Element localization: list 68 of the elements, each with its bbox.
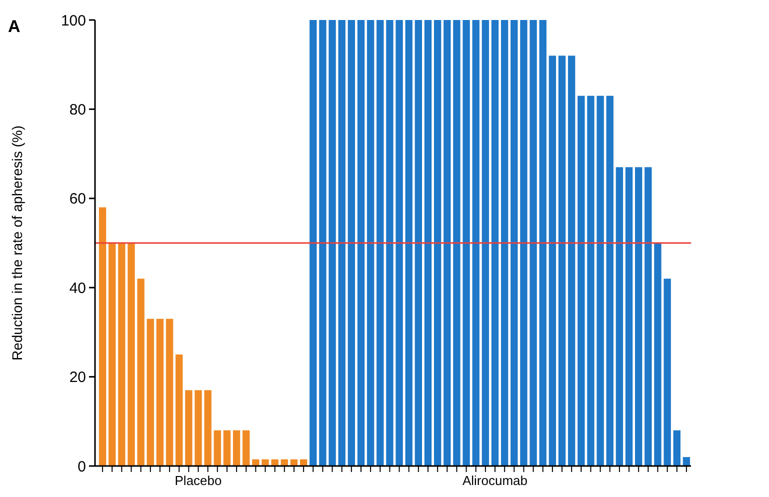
bar	[472, 20, 480, 466]
bar	[664, 278, 671, 466]
bar	[146, 318, 154, 466]
bar	[606, 96, 614, 466]
y-tick-label: 60	[69, 190, 86, 208]
bar	[348, 20, 356, 466]
bar	[214, 430, 222, 466]
bar	[137, 278, 144, 466]
bar	[328, 20, 336, 466]
bar	[414, 20, 422, 466]
y-tick-label: 40	[69, 280, 86, 297]
bar	[682, 457, 690, 466]
y-tick-label: 0	[78, 458, 86, 476]
bar	[444, 20, 451, 466]
bar	[673, 430, 680, 466]
bar	[128, 243, 135, 466]
bar	[424, 20, 432, 466]
bar	[568, 56, 576, 466]
bar	[232, 430, 240, 466]
bar	[482, 20, 490, 466]
bar	[204, 390, 212, 466]
bar	[578, 96, 585, 466]
x-tick-label: Placebo	[174, 473, 222, 488]
bar	[539, 20, 546, 466]
bar	[644, 167, 652, 466]
bar	[376, 20, 384, 466]
bar	[156, 318, 164, 466]
bar	[310, 20, 317, 466]
bar	[357, 20, 365, 466]
bar	[520, 20, 528, 466]
bar	[118, 243, 126, 466]
bar	[176, 354, 183, 466]
y-axis-title: Reduction in the rate of apheresis (%)	[9, 125, 25, 361]
bar	[635, 167, 642, 466]
bar	[98, 207, 106, 466]
bar	[587, 96, 594, 466]
bar	[596, 96, 604, 466]
bar	[194, 390, 202, 466]
bar	[453, 20, 460, 466]
bar	[491, 20, 499, 466]
bar	[654, 243, 662, 466]
bar	[338, 20, 346, 466]
bar	[386, 20, 394, 466]
bar	[108, 243, 116, 466]
bar	[405, 20, 412, 466]
bar	[242, 430, 250, 466]
bar	[252, 459, 260, 466]
chart-title: A	[8, 17, 20, 36]
bar	[462, 20, 470, 466]
bar	[185, 390, 192, 466]
y-tick-label: 100	[60, 12, 86, 30]
bar	[625, 167, 633, 466]
bar	[396, 20, 403, 466]
bar	[434, 20, 442, 466]
bar	[616, 167, 624, 466]
bar	[262, 459, 269, 466]
bar	[558, 56, 566, 466]
bar	[366, 20, 374, 466]
bar	[530, 20, 537, 466]
x-tick-label: Alirocumab	[462, 473, 528, 488]
bar	[319, 20, 326, 466]
bar	[510, 20, 518, 466]
y-tick-label: 80	[69, 101, 86, 118]
bar	[548, 56, 556, 466]
bar	[166, 318, 174, 466]
bar	[223, 430, 231, 466]
bar	[500, 20, 508, 466]
y-tick-label: 20	[69, 369, 86, 386]
